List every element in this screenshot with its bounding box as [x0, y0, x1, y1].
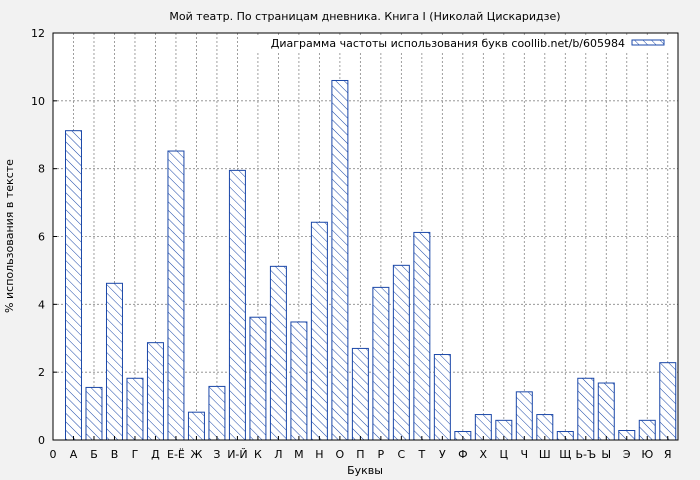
y-axis-label: % использования в тексте [3, 159, 16, 313]
bar [146, 342, 164, 440]
bar [515, 391, 533, 440]
x-tick-label: 0 [50, 448, 57, 461]
bar [351, 347, 369, 440]
bar [228, 169, 246, 440]
y-axis: 0 2 4 6 8 10 12 [31, 27, 57, 447]
bar [310, 221, 328, 440]
x-tick-label: Ь-Ъ [575, 448, 596, 461]
x-axis: 0 А Б В Г Д Е-Ё Ж З И-Й К Л М Н О П Р С Т У Ф Х Ц Ч Ш Щ Ь-Ъ Ы Э Ю Я [50, 436, 672, 461]
bar [249, 316, 267, 440]
bar [474, 414, 492, 440]
bar [413, 231, 431, 440]
x-tick-label: Ы [601, 448, 611, 461]
bars [65, 79, 677, 440]
legend: Диаграмма частоты использования букв coo… [240, 35, 676, 51]
bar [208, 385, 226, 440]
x-tick-label: Ф [458, 448, 467, 461]
bar [331, 79, 349, 440]
y-tick-label: 0 [38, 434, 45, 447]
legend-label: Диаграмма частоты использования букв coo… [271, 37, 625, 50]
x-tick-label: Ч [521, 448, 529, 461]
x-tick-label: Д [151, 448, 160, 461]
x-tick-label: В [111, 448, 119, 461]
bar [85, 386, 103, 440]
y-tick-label: 4 [38, 298, 45, 311]
bar [536, 414, 554, 440]
x-axis-label: Буквы [347, 464, 383, 477]
x-tick-label: Э [623, 448, 631, 461]
x-tick-label: У [439, 448, 446, 461]
y-tick-label: 12 [31, 27, 45, 40]
x-tick-label: О [336, 448, 345, 461]
bar [659, 362, 677, 440]
legend-box [240, 35, 676, 51]
x-tick-label: Е-Ё [167, 448, 185, 461]
bar [454, 431, 472, 440]
bar [65, 130, 82, 440]
x-tick-label: Ю [641, 448, 653, 461]
x-tick-label: Б [90, 448, 98, 461]
bar [105, 282, 123, 440]
bar [372, 286, 390, 440]
x-tick-label: Ж [191, 448, 203, 461]
x-tick-label: К [254, 448, 262, 461]
x-tick-label: Т [417, 448, 425, 461]
bar [392, 264, 410, 440]
bar [597, 382, 615, 440]
x-tick-label: Ш [539, 448, 551, 461]
bar [638, 419, 656, 440]
bar [187, 411, 205, 440]
legend-swatch [631, 39, 665, 46]
x-tick-label: З [213, 448, 220, 461]
x-tick-label: Р [378, 448, 385, 461]
x-tick-label: Х [480, 448, 488, 461]
bar [126, 377, 144, 440]
x-tick-label: Я [664, 448, 672, 461]
x-tick-label: С [398, 448, 406, 461]
x-tick-label: И-Й [227, 448, 247, 461]
y-tick-label: 8 [38, 163, 45, 176]
x-tick-label: М [294, 448, 304, 461]
y-tick-label: 10 [31, 95, 45, 108]
bar [556, 431, 574, 440]
bar [577, 377, 595, 440]
x-tick-label: Щ [559, 448, 571, 461]
bar [290, 321, 308, 440]
y-tick-label: 2 [38, 366, 45, 379]
bar [433, 354, 451, 440]
x-tick-label: Ц [500, 448, 509, 461]
x-tick-label: Г [132, 448, 139, 461]
x-tick-label: Н [315, 448, 323, 461]
bar [167, 150, 185, 440]
bar [269, 265, 287, 440]
bar [495, 419, 513, 440]
chart-title: Мой театр. По страницам дневника. Книга … [169, 10, 560, 23]
x-tick-label: А [70, 448, 78, 461]
y-tick-label: 6 [38, 231, 45, 244]
x-tick-label: Л [274, 448, 282, 461]
x-tick-label: П [356, 448, 364, 461]
